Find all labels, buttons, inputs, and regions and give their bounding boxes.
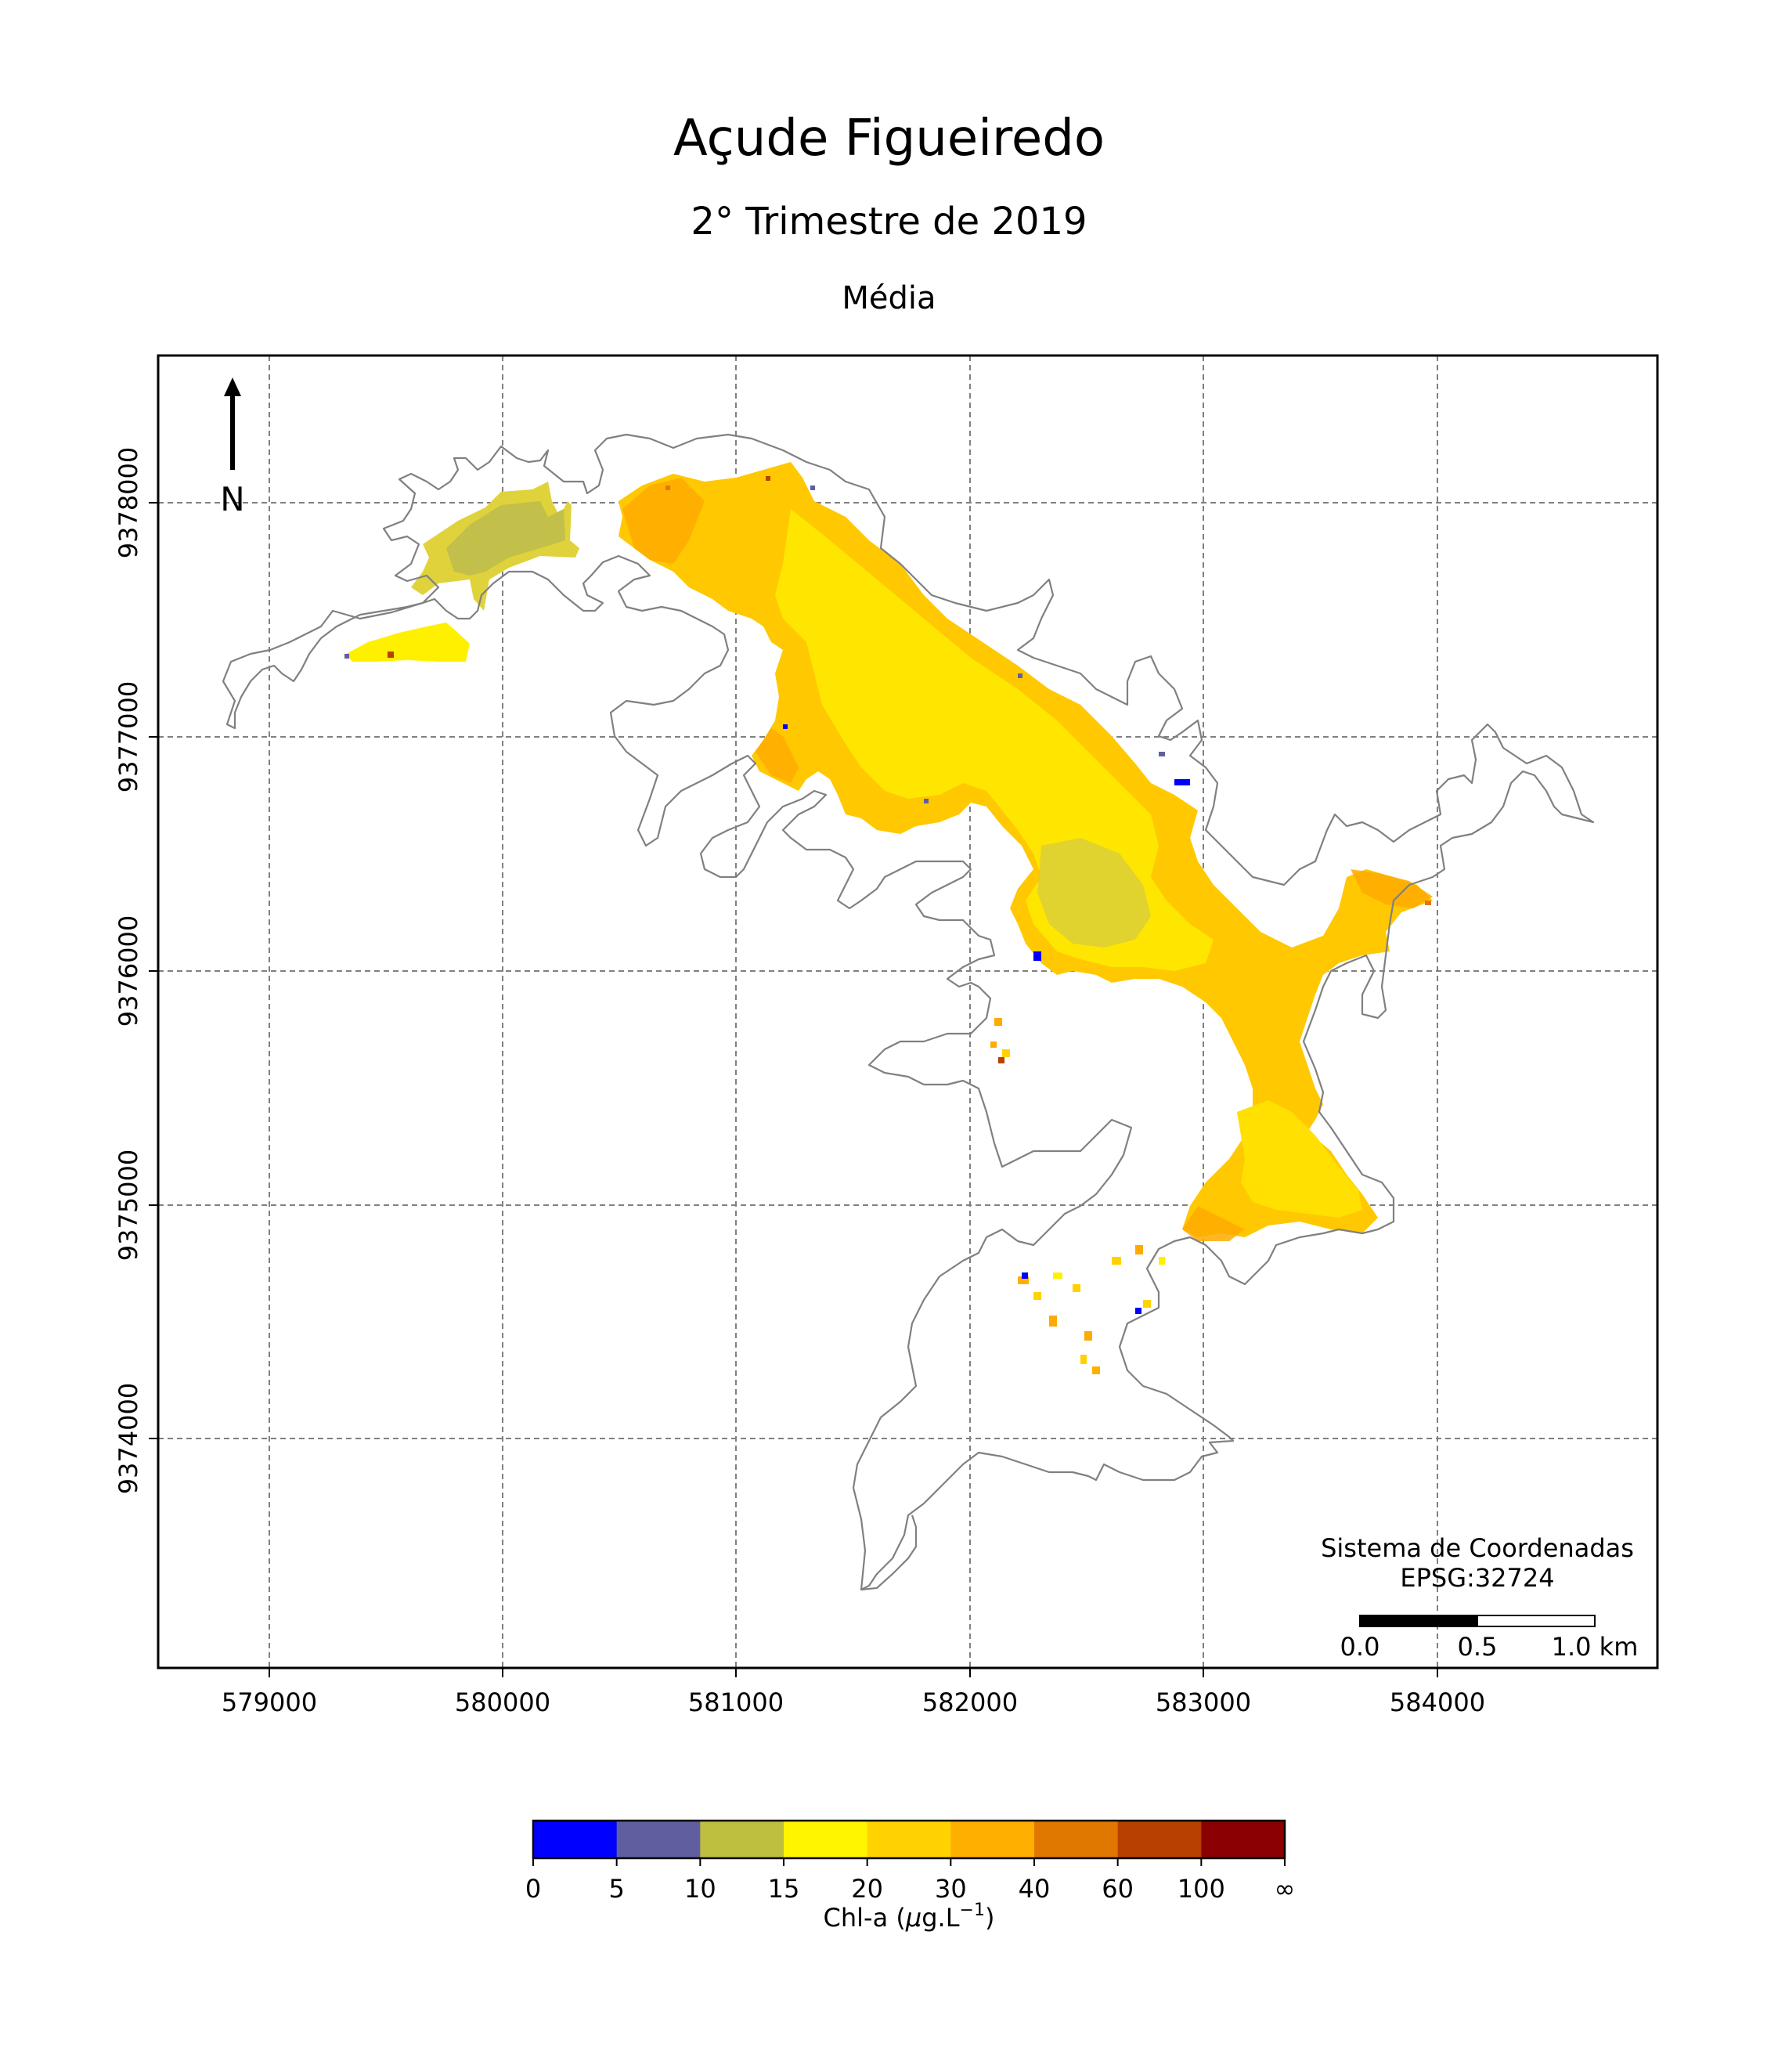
raster-northwest-arm-olive xyxy=(446,501,565,576)
map-subtitle: 2° Trimestre de 2019 xyxy=(691,200,1087,244)
y-tick-label: 9374000 xyxy=(114,1383,143,1495)
statistic-label: Média xyxy=(842,280,936,316)
colorbar xyxy=(532,1819,1286,1860)
raster-low-value-pixels xyxy=(344,486,1190,961)
raster-scattered-pixels xyxy=(990,1018,1165,1374)
colorbar-label: Chl-a (μg.L−1) xyxy=(824,1901,995,1933)
colorbar-tick-label: 10 xyxy=(684,1874,716,1904)
crs-label-line1: Sistema de Coordenadas xyxy=(1321,1533,1634,1563)
colorbar-swatch xyxy=(616,1821,701,1858)
x-tick-label: 582000 xyxy=(922,1688,1018,1717)
scale-bar-label: 0.0 xyxy=(1340,1632,1380,1662)
colorbar-label-sup: −1 xyxy=(960,1901,985,1920)
plot-area xyxy=(158,356,1657,1668)
x-tick-label: 579000 xyxy=(222,1688,317,1717)
scale-bar-label: 0.5 xyxy=(1458,1632,1498,1662)
raster-core-olive xyxy=(1037,838,1151,948)
y-tick-label: 9377000 xyxy=(114,681,143,793)
colorbar-tick-label: 20 xyxy=(851,1874,883,1904)
colorbar-swatch xyxy=(533,1821,618,1858)
north-arrow: N xyxy=(220,377,245,518)
colorbar-tick-label: 100 xyxy=(1178,1874,1225,1904)
colorbar-swatch xyxy=(1117,1821,1202,1858)
colorbar-tick-labels: 0 5 10 15 20 30 40 60 100 ∞ xyxy=(525,1858,1296,1904)
crs-label-line2: EPSG:32724 xyxy=(1400,1563,1554,1593)
colorbar-label-text: Chl-a ( xyxy=(824,1903,906,1933)
chlorophyll-raster xyxy=(344,462,1433,1374)
colorbar-tick-label: 30 xyxy=(935,1874,967,1904)
y-axis-labels: 9378000 9377000 9376000 9375000 9374000 xyxy=(114,447,143,1495)
x-tick-label: 580000 xyxy=(455,1688,550,1717)
raster-west-tongue xyxy=(346,623,470,662)
map-title: Açude Figueiredo xyxy=(673,110,1105,168)
colorbar-label-unit: g.L xyxy=(921,1903,959,1933)
x-tick-label: 583000 xyxy=(1156,1688,1251,1717)
colorbar-tick-label: 40 xyxy=(1019,1874,1051,1904)
colorbar-tick-label: 5 xyxy=(608,1874,624,1904)
colorbar-swatch xyxy=(784,1821,868,1858)
colorbar-tick-label: ∞ xyxy=(1275,1874,1296,1904)
gridlines xyxy=(158,356,1657,1668)
colorbar-swatch xyxy=(700,1821,784,1858)
colorbar-tick-label: 0 xyxy=(525,1874,541,1904)
x-axis-labels: 579000 580000 581000 582000 583000 58400… xyxy=(222,1688,1485,1717)
scale-bar: 0.0 0.5 1.0 km xyxy=(1340,1615,1639,1662)
colorbar-tick-label: 15 xyxy=(768,1874,800,1904)
raster-orange-fringe-west xyxy=(756,728,799,783)
y-tick-label: 9375000 xyxy=(114,1150,143,1262)
y-tick-label: 9378000 xyxy=(114,447,143,559)
raster-orange-fringe-east xyxy=(1351,869,1433,908)
x-axis-ticks xyxy=(269,1668,1438,1677)
scale-bar-segment-dark xyxy=(1359,1615,1478,1627)
colorbar-label-mu: μ xyxy=(905,1903,921,1933)
colorbar-label-end: ) xyxy=(985,1903,994,1933)
colorbar-swatch xyxy=(1201,1821,1286,1858)
colorbar-swatch xyxy=(867,1821,951,1858)
raster-south-arm xyxy=(1237,1100,1362,1218)
colorbar-tick-label: 60 xyxy=(1102,1874,1134,1904)
scale-bar-segment-light xyxy=(1477,1615,1596,1627)
y-tick-label: 9376000 xyxy=(114,915,143,1027)
colorbar-swatch xyxy=(950,1821,1035,1858)
reservoir-outline xyxy=(222,433,1595,1591)
colorbar-swatch xyxy=(1034,1821,1119,1858)
plot-frame xyxy=(157,354,1659,1670)
raster-orange-fringe-north xyxy=(622,478,705,564)
north-arrow-head-icon xyxy=(224,377,241,396)
colorbar-frame xyxy=(532,1819,1286,1860)
north-label: N xyxy=(220,480,244,518)
x-tick-label: 581000 xyxy=(688,1688,784,1717)
x-tick-label: 584000 xyxy=(1390,1688,1485,1717)
reservoir-outline-south-lobe xyxy=(860,1514,918,1591)
raster-orange-fringe-south xyxy=(1182,1206,1245,1241)
scale-bar-label: 1.0 km xyxy=(1552,1632,1639,1662)
y-axis-ticks xyxy=(149,502,158,1439)
raster-high-value-pixels xyxy=(388,476,1431,905)
